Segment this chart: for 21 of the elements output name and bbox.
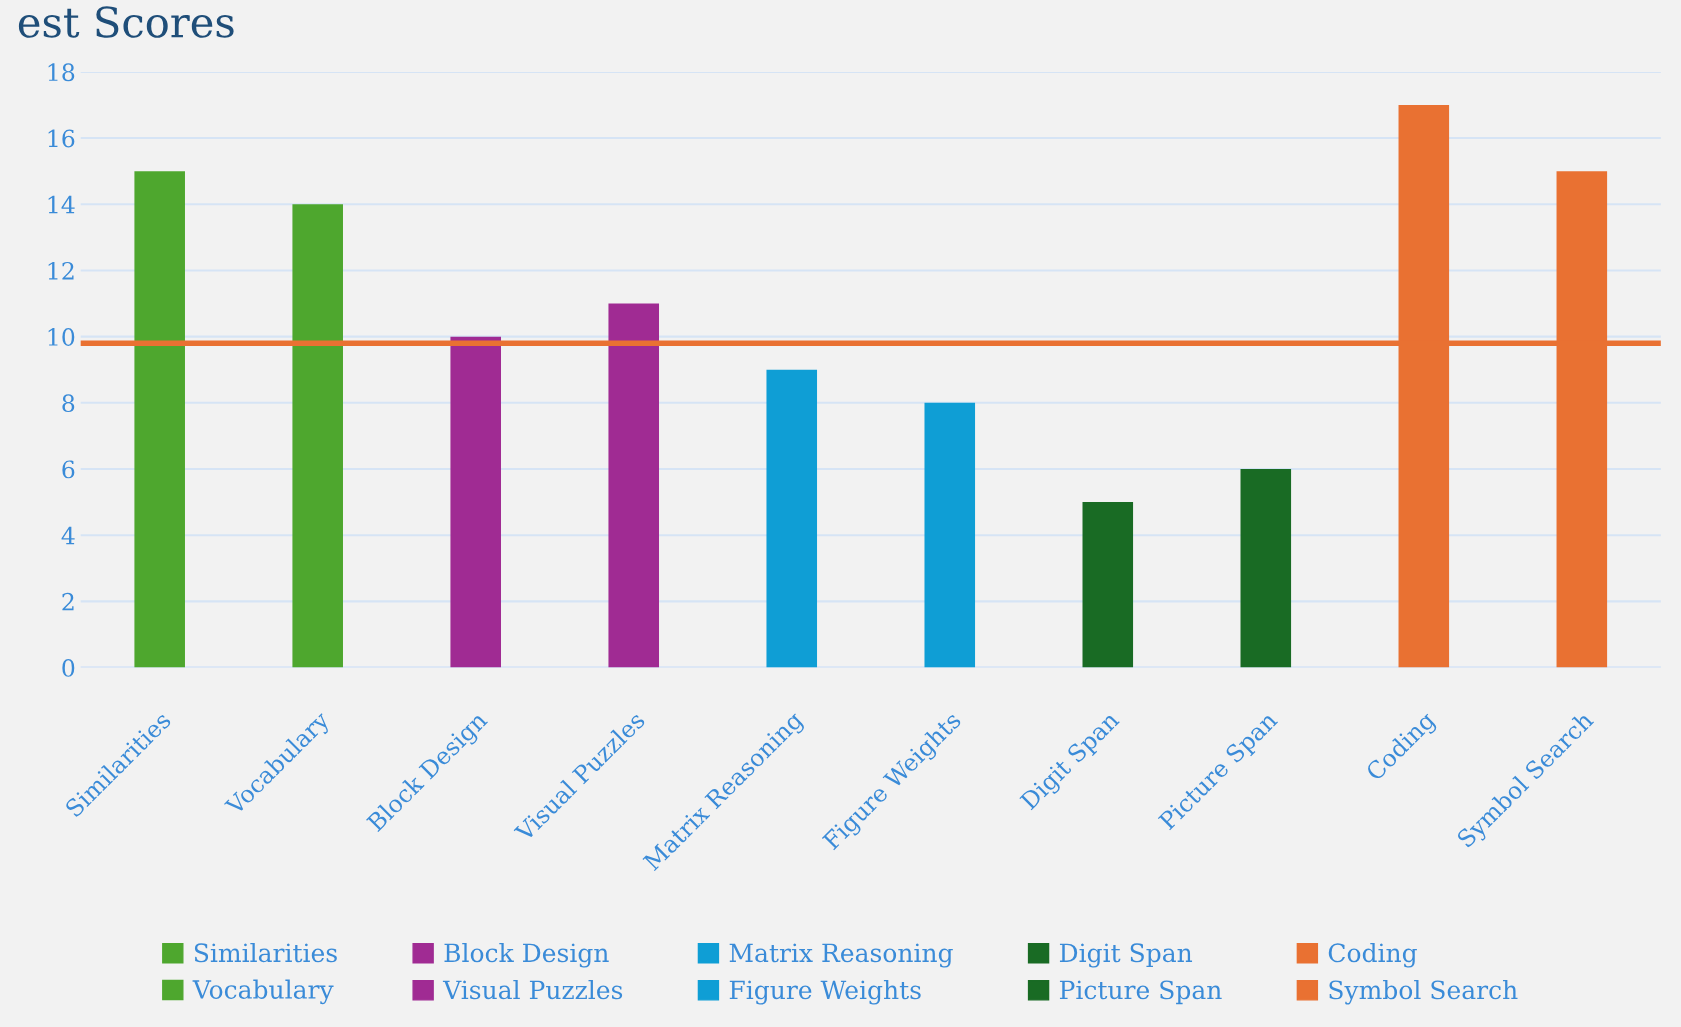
legend-label: Similarities xyxy=(194,942,337,963)
legend-label: Visual Puzzles xyxy=(442,979,623,1000)
y-tick-label: 18 xyxy=(48,63,75,82)
legend-label: Digit Span xyxy=(1059,943,1193,968)
y-tick-label: 8 xyxy=(62,394,75,413)
y-tick-label: 12 xyxy=(48,261,74,280)
y-tick-label: 10 xyxy=(48,328,75,346)
y-tick-label: 6 xyxy=(62,460,75,479)
legend-label: Block Design xyxy=(444,942,609,968)
legend-label: Symbol Search xyxy=(1329,979,1518,1005)
legend-label: Matrix Reasoning xyxy=(729,943,953,968)
legend-label: Coding xyxy=(1328,942,1417,968)
chart-title: est Scores xyxy=(18,6,234,38)
y-tick-label: 0 xyxy=(62,659,75,677)
y-tick-label: 4 xyxy=(61,526,75,545)
y-tick-label: 16 xyxy=(48,129,75,148)
legend-label: Vocabulary xyxy=(192,979,334,1005)
y-tick-label: 2 xyxy=(62,592,74,611)
legend-label: Figure Weights xyxy=(729,979,921,1005)
legend-label: Picture Span xyxy=(1059,980,1222,1005)
y-tick-label: 14 xyxy=(48,195,75,214)
